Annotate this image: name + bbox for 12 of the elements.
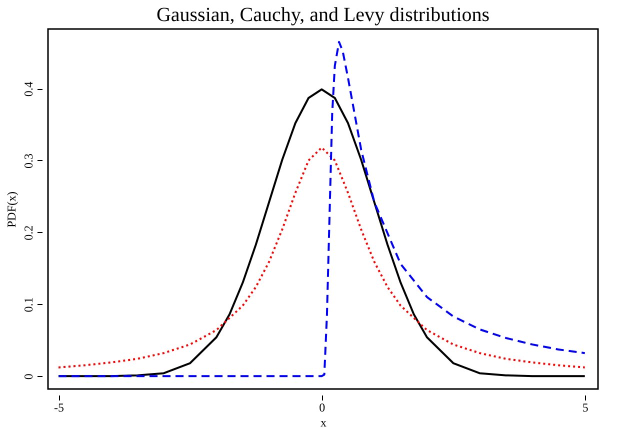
chart-title: Gaussian, Cauchy, and Levy distributions: [156, 4, 490, 26]
x-tick-label: 0: [319, 400, 326, 414]
y-tick-label: 0: [22, 374, 36, 380]
y-tick-label: 0.2: [22, 225, 36, 240]
x-tick-label: 5: [582, 400, 588, 414]
line-series: [58, 146, 586, 368]
y-tick-label: 0.4: [22, 82, 36, 97]
y-tick-label: 0.1: [22, 297, 36, 312]
x-axis-title: x: [320, 416, 326, 430]
y-axis-title: PDF(x): [4, 191, 18, 228]
x-tick-label: -5: [54, 400, 64, 414]
y-tick-label: 0.3: [22, 153, 36, 168]
